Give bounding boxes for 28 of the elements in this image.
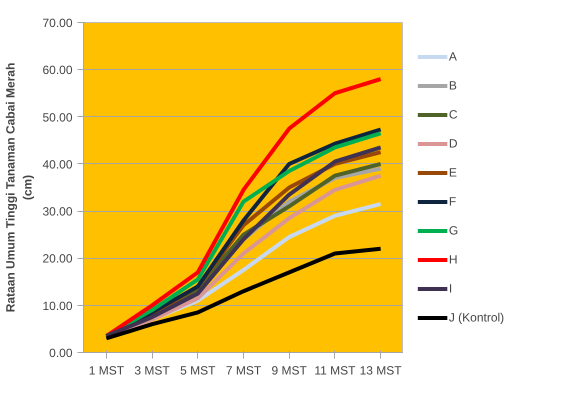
y-tick-label: 50.00 xyxy=(42,110,73,124)
legend-label: F xyxy=(448,194,458,208)
line-series xyxy=(104,246,383,340)
legend-label: A xyxy=(448,50,458,64)
legend-label: C xyxy=(448,108,458,122)
x-tick-label: 1 MST xyxy=(88,364,125,378)
legend-label: E xyxy=(448,166,458,180)
x-tick-label: 3 MST xyxy=(134,364,170,378)
x-tick-label: 7 MST xyxy=(226,364,262,378)
x-tick-label: 13 MST xyxy=(360,364,402,378)
x-tick-label: 9 MST xyxy=(272,364,308,378)
legend-label: D xyxy=(448,136,458,150)
y-tick-label: 30.00 xyxy=(42,204,73,219)
y-tick-label: 70.00 xyxy=(42,16,73,30)
legend-label: H xyxy=(448,252,458,266)
legend-label: J (Kontrol) xyxy=(448,310,504,324)
y-tick-label: 60.00 xyxy=(42,63,73,78)
y-tick-label: 20.00 xyxy=(42,252,73,266)
y-axis-title: Rataan Umum Tinggi Tanaman Cabai Merah (cm) xyxy=(4,62,34,312)
legend-label: B xyxy=(448,78,458,92)
x-tick-label: 11 MST xyxy=(314,364,356,378)
line-series xyxy=(104,77,383,338)
y-tick-label: 0.00 xyxy=(49,346,73,360)
y-tick-label: 40.00 xyxy=(42,157,73,172)
legend-label: G xyxy=(448,224,460,238)
x-tick-label: 5 MST xyxy=(180,364,216,378)
legend-label: I xyxy=(448,282,454,296)
y-tick-label: 10.00 xyxy=(42,298,73,313)
